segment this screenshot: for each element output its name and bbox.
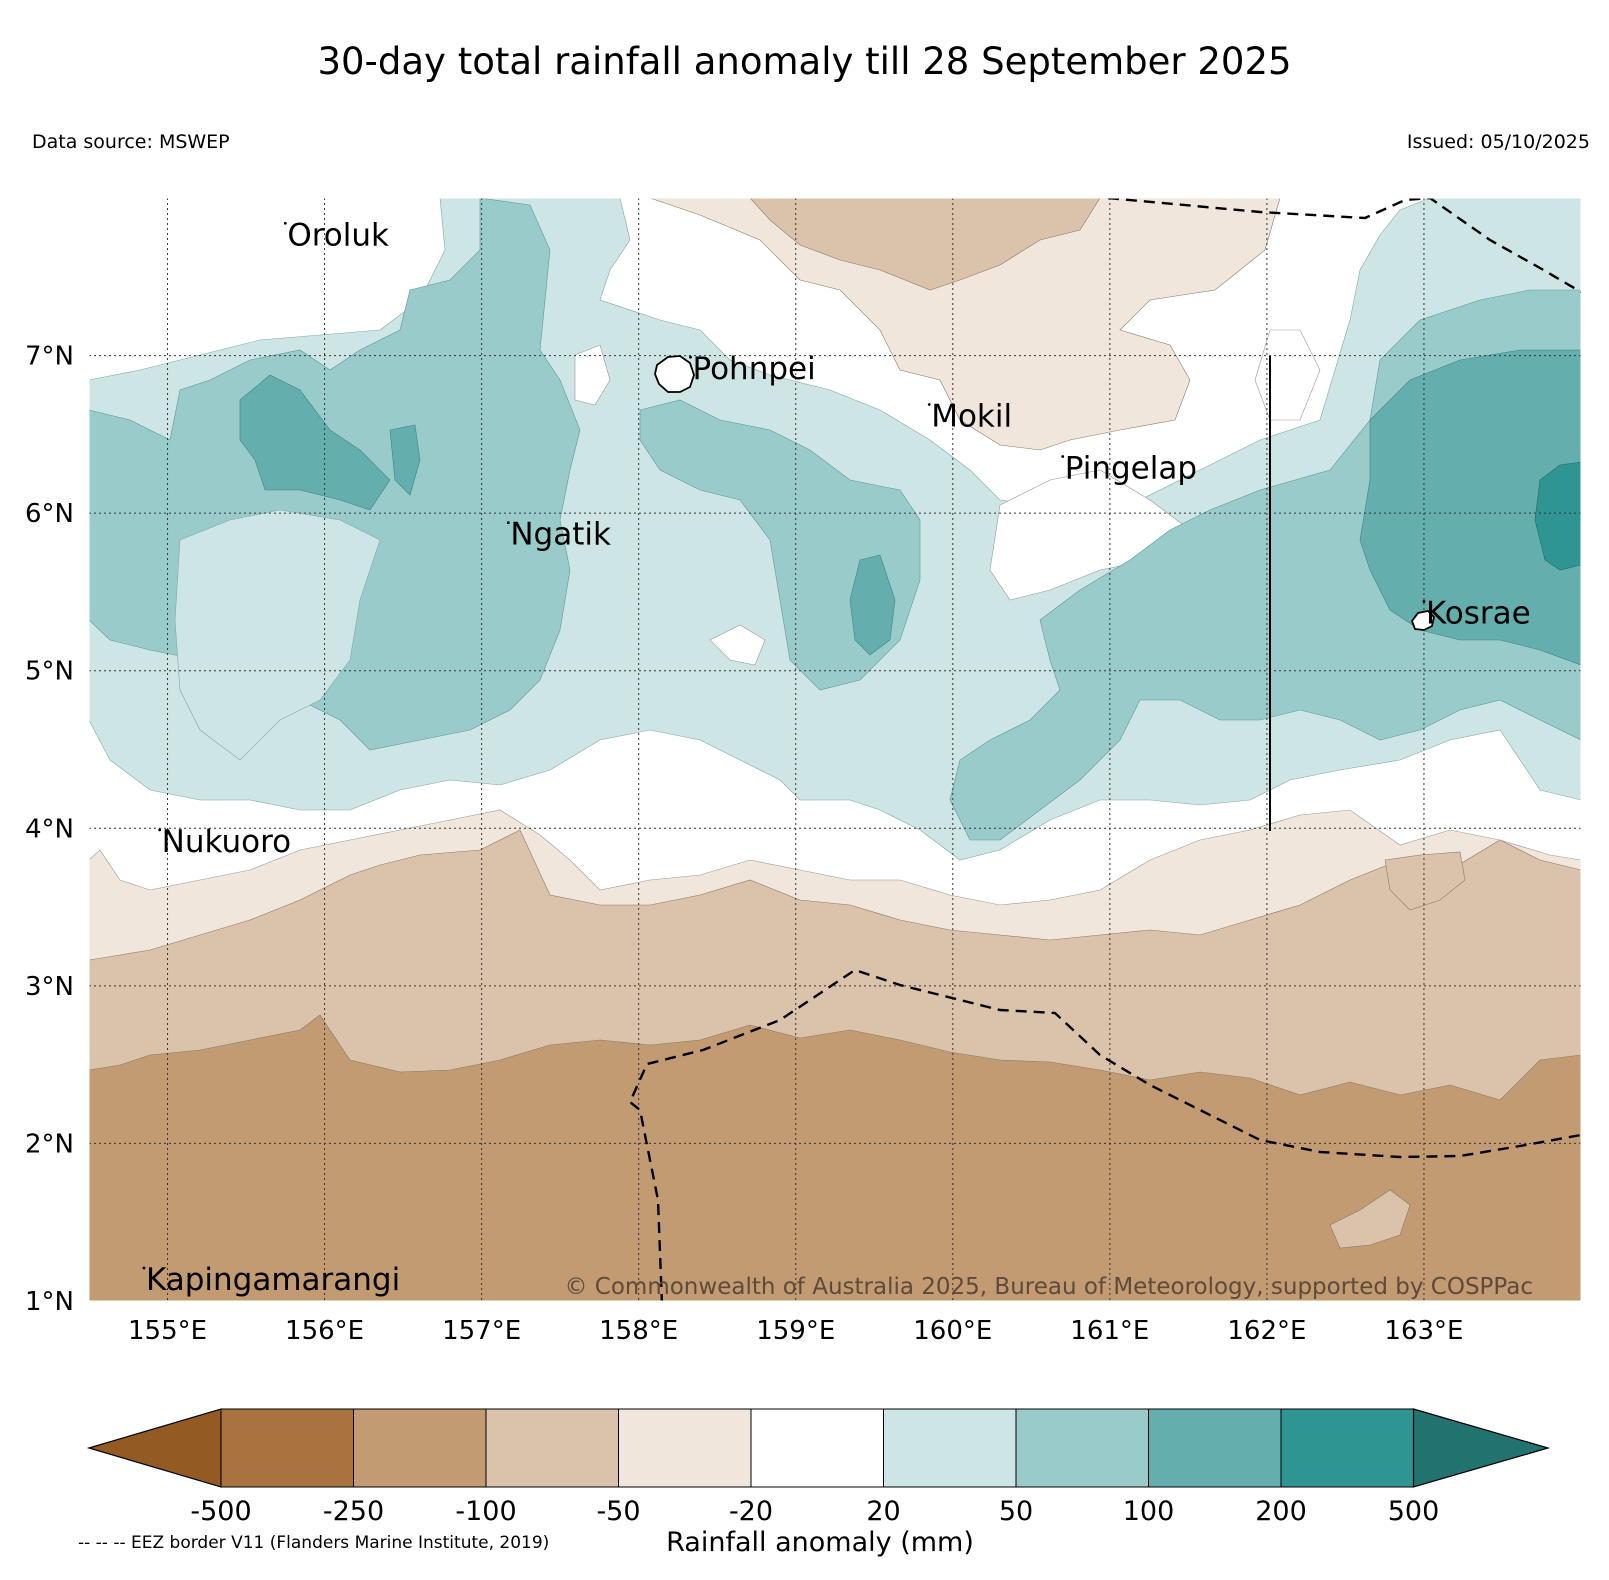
colorbar-tick-label: 100 <box>1123 1496 1175 1527</box>
anomaly-region <box>709 624 766 666</box>
lat-tick-label: 1°N <box>25 1287 74 1317</box>
colorbar-tick-label: -250 <box>323 1496 384 1527</box>
colorbar-swatch <box>1015 1408 1149 1488</box>
copyright-text: © Commonwealth of Australia 2025, Bureau… <box>564 1274 1533 1300</box>
place-marker <box>506 521 510 525</box>
colorbar-tick-label: -500 <box>190 1496 251 1527</box>
place-marker <box>158 828 162 832</box>
colorbar-tick-label: 50 <box>999 1496 1033 1527</box>
anomaly-fields <box>89 198 1581 1301</box>
place-marker <box>283 221 287 225</box>
anomaly-region <box>574 344 611 406</box>
lon-tick-label: 163°E <box>1384 1316 1463 1340</box>
anomaly-region <box>849 554 896 656</box>
anomaly-region <box>1359 349 1581 666</box>
rainfall-anomaly-map: Oroluk Pohnpei Mokil Pingelap Ngatik Kosrae Nu… <box>25 197 1582 1340</box>
place-marker <box>689 355 692 359</box>
place-label: Oroluk <box>287 217 389 253</box>
colorbar-tick-label: -20 <box>729 1496 773 1527</box>
place-marker <box>1061 455 1065 458</box>
place-label: Ngatik <box>510 517 611 553</box>
place-label: Mokil <box>931 398 1012 434</box>
graticule <box>89 198 1581 1301</box>
lat-tick-label: 4°N <box>25 814 74 844</box>
anomaly-region <box>174 509 381 761</box>
anomaly-region <box>749 198 1101 291</box>
place-labels: Oroluk Pohnpei Mokil Pingelap Ngatik Kosrae Nu… <box>142 217 1531 1298</box>
lat-tick-label: 2°N <box>25 1129 74 1159</box>
kosrae-island-outline <box>1410 610 1435 631</box>
map-frame <box>88 197 1582 1302</box>
place-label: Kosrae <box>1426 595 1531 631</box>
issued-date: Issued: 05/10/2025 <box>1406 131 1590 153</box>
colorbar-swatch <box>485 1408 619 1488</box>
lon-tick-label: 159°E <box>756 1316 835 1340</box>
place-label: Nukuoro <box>162 824 291 860</box>
colorbar-tick-label: -100 <box>455 1496 516 1527</box>
lat-tick-label: 6°N <box>25 499 74 529</box>
anomaly-region <box>1534 461 1581 571</box>
place-label: Pingelap <box>1065 450 1197 486</box>
colorbar-swatch <box>220 1408 354 1488</box>
lon-tick-label: 156°E <box>285 1316 364 1340</box>
eez-border <box>628 198 1581 1301</box>
anomaly-region <box>389 424 421 496</box>
lon-tick-label: 162°E <box>1227 1316 1306 1340</box>
anomaly-region <box>1329 1189 1411 1249</box>
lon-tick-label: 161°E <box>1070 1316 1149 1340</box>
pohnpei-island-outline <box>654 355 695 393</box>
place-marker <box>142 1266 146 1270</box>
eez-footnote: -- -- -- EEZ border V11 (Flanders Marine… <box>78 1533 550 1553</box>
anomaly-region <box>649 198 1281 451</box>
colorbar-swatch <box>1148 1408 1282 1488</box>
data-source: Data source: MSWEP <box>32 131 230 153</box>
colorbar-tick-label: 500 <box>1388 1496 1440 1527</box>
axis-labels: 155°E 156°E 157°E 158°E 159°E 160°E 161°E 162°E… <box>25 342 1463 1340</box>
place-label: Kapingamarangi <box>146 1262 400 1298</box>
lat-tick-label: 5°N <box>25 657 74 687</box>
colorbar-swatch <box>750 1408 884 1488</box>
colorbar: -500 -250 -100 -50 -20 20 50 100 200 500 Rainfall… <box>86 1408 1551 1558</box>
anomaly-region <box>239 374 391 511</box>
anomaly-region <box>1384 851 1466 911</box>
colorbar-tick-label: -50 <box>596 1496 640 1527</box>
place-label: Pohnpei <box>693 351 816 387</box>
lat-tick-label: 7°N <box>25 342 74 372</box>
lon-tick-label: 157°E <box>442 1316 521 1340</box>
anomaly-region <box>1254 329 1321 421</box>
colorbar-title: Rainfall anomaly (mm) <box>666 1527 974 1558</box>
colorbar-tick-label: 20 <box>866 1496 900 1527</box>
colorbar-swatch <box>883 1408 1017 1488</box>
colorbar-tick-label: 200 <box>1255 1496 1307 1527</box>
lat-tick-label: 3°N <box>25 972 74 1002</box>
anomaly-region <box>639 399 921 691</box>
colorbar-swatch <box>353 1408 487 1488</box>
colorbar-extend-low <box>86 1408 222 1488</box>
colorbar-extend-high <box>1412 1408 1551 1488</box>
map-title: 30-day total rainfall anomaly till 28 Se… <box>317 40 1292 83</box>
lon-tick-label: 158°E <box>599 1316 678 1340</box>
place-marker <box>927 403 931 406</box>
place-marker <box>1422 600 1426 603</box>
colorbar-swatch <box>618 1408 752 1488</box>
lon-tick-label: 160°E <box>913 1316 992 1340</box>
colorbar-swatch <box>1280 1408 1414 1488</box>
lon-tick-label: 155°E <box>128 1316 207 1340</box>
